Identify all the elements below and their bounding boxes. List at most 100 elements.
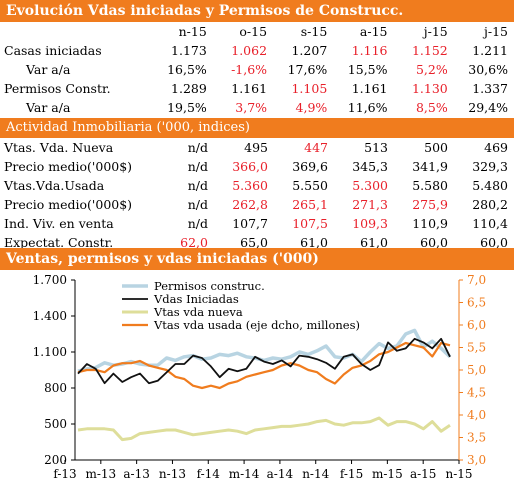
table-cell: 500: [424, 140, 448, 155]
y-right-tick-label: 7,0: [467, 273, 486, 287]
section1-title: Evolución Vdas iniciadas y Permisos de C…: [0, 0, 514, 22]
table-cell: 1.337: [472, 81, 508, 96]
table-cell: 265,1: [292, 197, 328, 212]
table-cell: 1.207: [291, 43, 328, 58]
column-header-row: n-15 o-15 s-15 a-15 j-15 j-15: [0, 22, 512, 41]
y-right-tick-label: 4,0: [467, 408, 486, 422]
table-row: Vtas. Vda. Nueva n/d 495 447 513 500 469: [0, 138, 512, 157]
table-cell: 1.161: [231, 81, 268, 96]
table-cell: 1.105: [291, 81, 328, 96]
table-cell: 329,3: [472, 159, 508, 174]
row-label: Expectat. Constr.: [4, 235, 114, 250]
table-cell: 109,3: [352, 216, 388, 231]
row-label: Permisos Constr.: [4, 81, 111, 96]
x-tick-label: a-13: [123, 467, 149, 481]
row-label: Var a/a: [26, 62, 71, 77]
table-row: Ind. Viv. en venta n/d 107,7 107,5 109,3 110,…: [0, 214, 512, 233]
table-cell: -1,6%: [231, 62, 268, 77]
table-cell: 107,5: [292, 216, 328, 231]
table-cell: 345,3: [352, 159, 388, 174]
x-tick-label: n-13: [159, 467, 186, 481]
column-header: o-15: [239, 24, 268, 39]
row-label: Vtas.Vda.Usada: [4, 178, 105, 193]
y-right-tick-label: 6,5: [467, 296, 486, 310]
table-cell: 17,6%: [287, 62, 328, 77]
table-cell: 5.550: [292, 178, 328, 193]
usada-series-line: [77, 341, 451, 390]
table-cell: 271,3: [352, 197, 388, 212]
table-cell: 1.173: [171, 43, 207, 58]
column-header: j-15: [423, 24, 448, 39]
row-label: Precio medio('000$): [4, 197, 133, 212]
x-tick-label: f-14: [197, 467, 221, 481]
table-cell: 19,5%: [167, 100, 207, 115]
legend-label: Vtas vda usada (eje dcho, millones): [153, 318, 360, 332]
x-tick-label: m-13: [85, 467, 116, 481]
table-cell: 107,7: [232, 216, 268, 231]
x-tick-label: f-13: [53, 467, 76, 481]
table-cell: n/d: [187, 197, 208, 212]
table-cell: n/d: [187, 178, 208, 193]
table-cell: 110,4: [472, 216, 508, 231]
y-right-tick-label: 5,0: [467, 363, 486, 377]
table-cell: 5.580: [412, 178, 448, 193]
table-cell: 61,0: [360, 235, 388, 250]
table-cell: 16,5%: [167, 62, 207, 77]
nueva-series-line: [77, 416, 451, 442]
table-row: Precio medio('000$) n/d 366,0 369,6 345,3 341…: [0, 157, 512, 176]
table-cell: 30,6%: [468, 62, 508, 77]
table-cell: 5,2%: [415, 62, 448, 77]
table-row: Expectat. Constr. 62,0 65,0 61,0 61,0 60,0 60,…: [0, 233, 512, 252]
permisos-series-line: [77, 328, 452, 373]
table-cell: 1.211: [472, 43, 508, 58]
y-left-tick-label: 500: [44, 417, 67, 431]
table-cell: n/d: [187, 140, 208, 155]
section2-title: Actividad Inmobiliaria ('000, indices): [0, 118, 514, 138]
table-cell: 1.062: [231, 43, 268, 58]
section3-title: Ventas, permisos y vdas iniciadas ('000): [0, 248, 514, 270]
x-tick-label: n-15: [445, 467, 472, 481]
table-cell: 469: [484, 140, 508, 155]
table-cell: 5.300: [352, 178, 388, 193]
table-cell: 11,6%: [347, 100, 388, 115]
legend-label: Vdas Iniciadas: [153, 292, 239, 306]
table-cell: 1.152: [411, 43, 448, 58]
table-iniciadas-permisos: n-15 o-15 s-15 a-15 j-15 j-15 Casas iniciadas 1…: [0, 22, 512, 117]
y-left-tick-label: 1.700: [33, 273, 67, 287]
row-label: Casas iniciadas: [4, 43, 102, 58]
table-cell: 1.161: [351, 81, 388, 96]
y-right-tick-label: 5,5: [467, 341, 486, 355]
x-tick-label: m-14: [229, 467, 260, 481]
y-right-tick-label: 6,0: [467, 318, 486, 332]
table-row: Vtas.Vda.Usada n/d 5.360 5.550 5.300 5.580 5.4…: [0, 176, 512, 195]
table-cell: 60,0: [420, 235, 448, 250]
legend-label: Permisos construc.: [154, 279, 265, 293]
row-label: Ind. Viv. en venta: [4, 216, 114, 231]
table-cell: 5.360: [232, 178, 268, 193]
table-cell: 65,0: [240, 235, 268, 250]
line-chart: 200 500 800 1.100 1.400 1.700 3,0 3,5 4,0 4,5 5,0 5…: [33, 273, 486, 481]
table-row: Permisos Constr. 1.289 1.161 1.105 1.161 1.13…: [0, 79, 512, 98]
table-cell: 3,7%: [235, 100, 268, 115]
table-cell: 1.130: [411, 81, 448, 96]
iniciadas-series-line: [77, 337, 451, 385]
row-label: Var a/a: [26, 100, 71, 115]
table-row: Casas iniciadas 1.173 1.062 1.207 1.116 1.152…: [0, 41, 512, 60]
table-cell: 60,0: [480, 235, 508, 250]
y-left-tick-label: 1.400: [33, 309, 67, 323]
x-tick-label: f-15: [340, 467, 363, 481]
table-row: Var a/a 19,5% 3,7% 4,9% 11,6% 8,5% 29,4%: [0, 98, 512, 117]
table-row: Var a/a 16,5% -1,6% 17,6% 15,5% 5,2% 30,6%: [0, 60, 512, 79]
table-cell: 513: [364, 140, 388, 155]
table-cell: 4,9%: [295, 100, 328, 115]
table-cell: 280,2: [472, 197, 508, 212]
legend-label: Vtas vda nueva: [153, 305, 243, 319]
row-label: Precio medio('000$): [4, 159, 133, 174]
x-tick-label: m-15: [372, 467, 403, 481]
column-header: j-15: [483, 24, 508, 39]
table-cell: 62,0: [180, 235, 208, 250]
table-cell: 1.289: [171, 81, 207, 96]
table-cell: 29,4%: [468, 100, 508, 115]
table-cell: n/d: [187, 159, 208, 174]
table-cell: 15,5%: [347, 62, 388, 77]
